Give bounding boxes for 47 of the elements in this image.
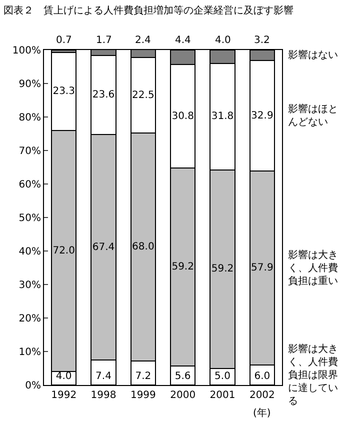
text: (年)	[253, 407, 271, 419]
y-tick-label: 40%	[18, 246, 41, 258]
data-label: 4.4	[175, 35, 191, 46]
data-label: 67.4	[92, 242, 115, 253]
data-label: 5.0	[214, 371, 230, 382]
x-tick-label: 2002	[249, 390, 275, 401]
series-label: 影響は大きく、人件費負担は重い	[288, 249, 338, 287]
data-label: 3.2	[254, 35, 270, 46]
data-label: 72.0	[52, 246, 75, 256]
data-label: 5.6	[174, 371, 191, 382]
y-tick-label: 20%	[18, 314, 41, 324]
data-label: 7.4	[96, 371, 112, 382]
data-label: 59.2	[172, 262, 194, 273]
x-tick-label: 1992	[51, 390, 77, 401]
y-tick-label: 10%	[18, 347, 41, 358]
data-label: 30.8	[172, 110, 194, 122]
y-tick-label: 0%	[25, 380, 41, 392]
data-label: 2.4	[135, 35, 151, 46]
x-tick-label: 1999	[130, 390, 156, 401]
data-label: 23.6	[92, 89, 115, 100]
y-tick-label: 90%	[18, 79, 41, 90]
data-label: 22.5	[132, 90, 154, 101]
data-label: 6.0	[254, 371, 270, 382]
data-label: 4.0	[56, 371, 72, 382]
series-label: 影響は大きく、人件費負担は限界に達している	[288, 343, 338, 407]
x-tick-label: 1998	[90, 390, 116, 401]
data-label: 57.9	[251, 262, 274, 274]
data-label: 0.7	[56, 35, 72, 46]
y-tick-label: 70%	[18, 146, 41, 157]
series-label: 影響はない	[288, 49, 338, 61]
x-tick-label: 2001	[210, 390, 236, 401]
data-label: 32.9	[251, 110, 274, 122]
data-label: 4.0	[215, 35, 231, 46]
y-tick-label: 60%	[18, 180, 41, 190]
x-tick-label: 2000	[170, 390, 196, 401]
data-label: 1.7	[96, 35, 112, 46]
data-label: 59.2	[211, 264, 234, 275]
data-label: 31.8	[211, 111, 234, 122]
data-label: 7.2	[135, 371, 152, 382]
data-label: 68.0	[132, 241, 154, 252]
data-label: 23.3	[52, 86, 75, 97]
y-tick-label: 80%	[18, 112, 41, 124]
y-tick-label: 100%	[12, 46, 41, 56]
y-tick-label: 30%	[18, 280, 41, 291]
series-label: 影響はほとんどない	[288, 103, 338, 128]
y-tick-label: 50%	[18, 213, 41, 224]
chart-title: 図表２ 賃上げによる人件費負担増加等の企業経営に及ぼす影響	[4, 4, 294, 16]
